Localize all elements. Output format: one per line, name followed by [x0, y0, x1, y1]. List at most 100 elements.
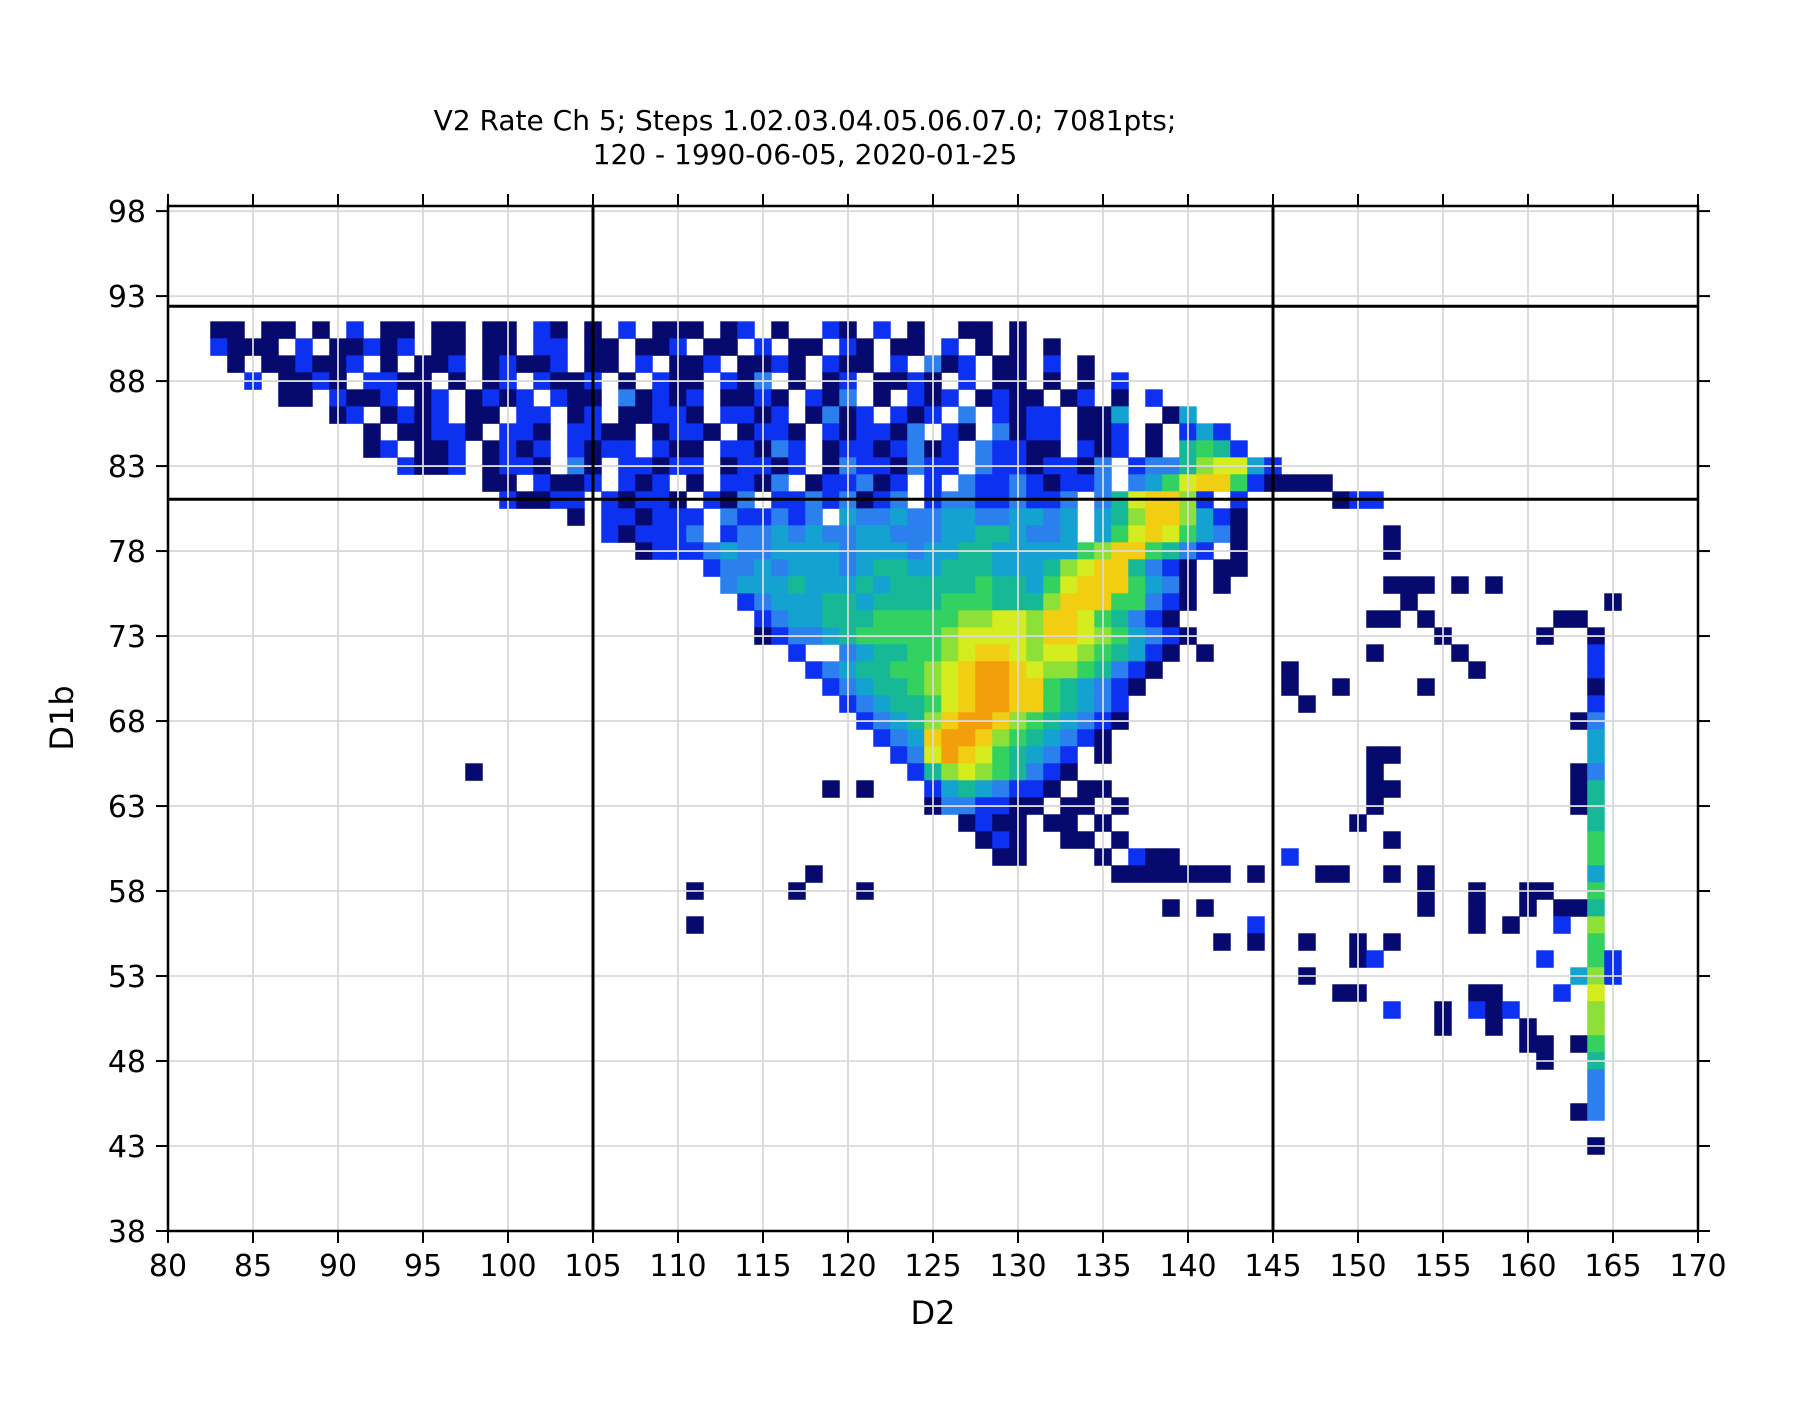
- heatmap-cell: [1213, 525, 1231, 543]
- heatmap-cell: [1213, 865, 1231, 883]
- heatmap-cell: [992, 576, 1010, 594]
- heatmap-cell: [1026, 508, 1044, 526]
- heatmap-cell: [1077, 576, 1095, 594]
- heatmap-cell: [737, 508, 755, 526]
- heatmap-cell: [1383, 746, 1401, 764]
- heatmap-cell: [958, 729, 976, 747]
- heatmap-cell: [346, 355, 364, 373]
- heatmap-cell: [771, 559, 789, 577]
- heatmap-cell: [1077, 644, 1095, 662]
- heatmap-cell: [822, 661, 840, 679]
- heatmap-cell: [1026, 474, 1044, 492]
- heatmap-cell: [890, 593, 908, 611]
- y-tick-label: 73: [108, 620, 146, 655]
- heatmap-cell: [1111, 661, 1129, 679]
- heatmap-cell: [261, 321, 279, 339]
- heatmap-cell: [686, 423, 704, 441]
- heatmap-cell: [1060, 678, 1078, 696]
- heatmap-cell: [1281, 848, 1299, 866]
- heatmap-cell: [380, 440, 398, 458]
- heatmap-cell: [1026, 389, 1044, 407]
- heatmap-cell: [618, 525, 636, 543]
- heatmap-cell: [805, 559, 823, 577]
- heatmap-cell: [652, 321, 670, 339]
- x-tick-label: 135: [1074, 1249, 1131, 1284]
- heatmap-cell: [448, 321, 466, 339]
- heatmap-cell: [1060, 508, 1078, 526]
- heatmap-cell: [992, 848, 1010, 866]
- heatmap-cell: [1366, 763, 1384, 781]
- heatmap-cell: [958, 423, 976, 441]
- y-tick-label: 38: [108, 1215, 146, 1250]
- heatmap-cell: [1230, 559, 1248, 577]
- heatmap-cell: [771, 423, 789, 441]
- heatmap-cell: [1145, 865, 1163, 883]
- heatmap-cell: [1162, 474, 1180, 492]
- heatmap-cell: [1111, 440, 1129, 458]
- heatmap-cell: [635, 389, 653, 407]
- heatmap-cell: [975, 593, 993, 611]
- heatmap-cell: [227, 338, 245, 356]
- heatmap-cell: [1213, 440, 1231, 458]
- heatmap-cell: [1485, 576, 1503, 594]
- heatmap-cell: [1366, 610, 1384, 628]
- heatmap-cell: [941, 678, 959, 696]
- heatmap-cell: [941, 559, 959, 577]
- heatmap-cell: [1111, 593, 1129, 611]
- heatmap-cell: [788, 423, 806, 441]
- heatmap-cell: [788, 338, 806, 356]
- heatmap-cell: [720, 559, 738, 577]
- heatmap-cell: [975, 508, 993, 526]
- heatmap-cell: [482, 440, 500, 458]
- heatmap-cell: [1077, 559, 1095, 577]
- heatmap-cell: [1145, 848, 1163, 866]
- heatmap-cell: [482, 406, 500, 424]
- heatmap-cell: [1043, 644, 1061, 662]
- heatmap-cell: [1570, 780, 1588, 798]
- heatmap-cell: [975, 729, 993, 747]
- y-tick-label: 78: [108, 535, 146, 570]
- heatmap-cell: [618, 474, 636, 492]
- heatmap-cell: [482, 355, 500, 373]
- heatmap-cell: [1587, 848, 1605, 866]
- heatmap-cell: [890, 338, 908, 356]
- heatmap-cell: [771, 440, 789, 458]
- heatmap-cell: [958, 593, 976, 611]
- heatmap-cell: [890, 355, 908, 373]
- heatmap-cell: [1570, 899, 1588, 917]
- heatmap-cell: [601, 525, 619, 543]
- heatmap-cell: [907, 695, 925, 713]
- heatmap-cell: [227, 321, 245, 339]
- heatmap-cell: [1043, 661, 1061, 679]
- heatmap-cell: [805, 338, 823, 356]
- heatmap-cell: [601, 338, 619, 356]
- chart-title: V2 Rate Ch 5; Steps 1.02.03.04.05.06.07.…: [433, 104, 1177, 137]
- heatmap-cell: [992, 406, 1010, 424]
- heatmap-cell: [975, 338, 993, 356]
- heatmap-cell: [958, 644, 976, 662]
- heatmap-cell: [941, 610, 959, 628]
- heatmap-cell: [1060, 729, 1078, 747]
- heatmap-cell: [1281, 661, 1299, 679]
- heatmap-cell: [805, 406, 823, 424]
- heatmap-cell: [822, 423, 840, 441]
- heatmap-cell: [1162, 610, 1180, 628]
- heatmap-cell: [1366, 950, 1384, 968]
- heatmap-cell: [771, 508, 789, 526]
- heatmap-cell: [1196, 644, 1214, 662]
- heatmap-cell: [1162, 865, 1180, 883]
- heatmap-cell: [1043, 780, 1061, 798]
- heatmap-cell: [550, 474, 568, 492]
- heatmap-cell: [1043, 338, 1061, 356]
- heatmap-cell: [1128, 865, 1146, 883]
- heatmap-cell: [737, 389, 755, 407]
- heatmap-cell: [907, 593, 925, 611]
- heatmap-cell: [941, 695, 959, 713]
- heatmap-cell: [1196, 899, 1214, 917]
- heatmap-cell: [1587, 1035, 1605, 1053]
- heatmap-cell: [397, 406, 415, 424]
- heatmap-cell: [873, 661, 891, 679]
- heatmap-cell: [941, 423, 959, 441]
- heatmap-cell: [1383, 1001, 1401, 1019]
